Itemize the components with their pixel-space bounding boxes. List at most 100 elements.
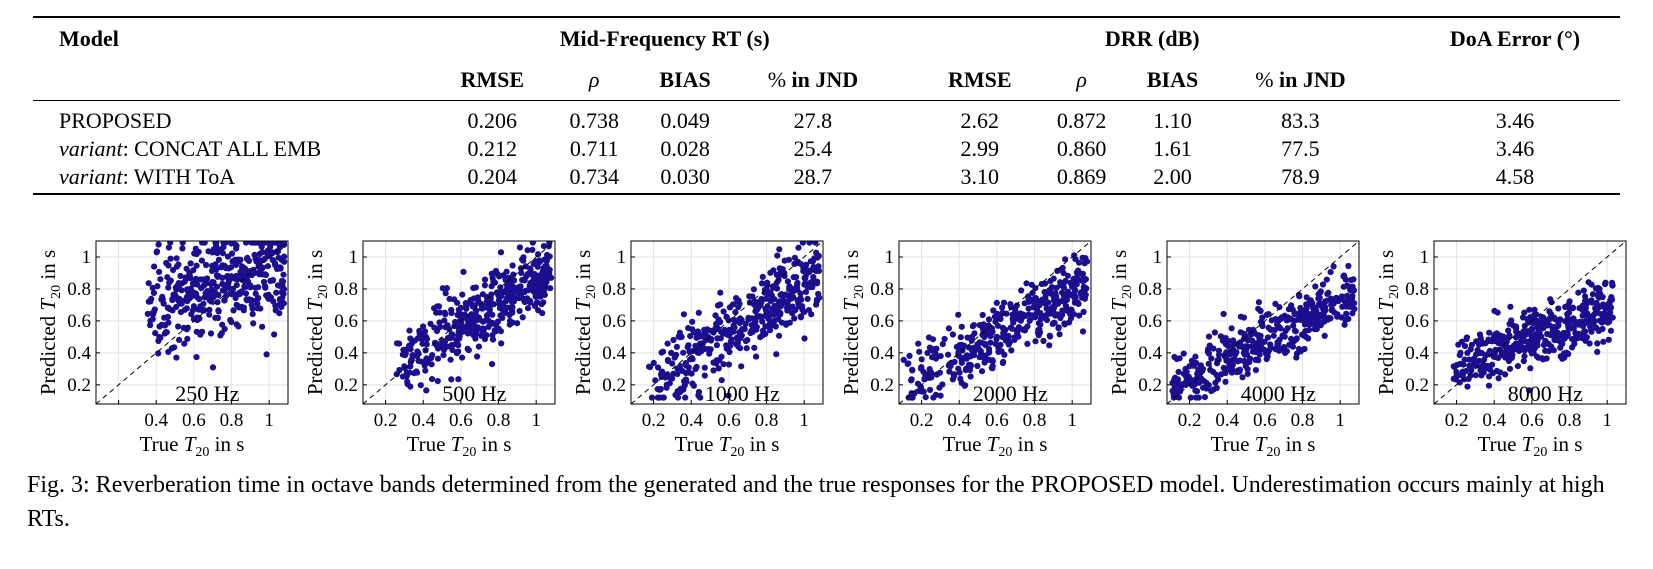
data-point bbox=[541, 276, 548, 283]
data-point bbox=[939, 341, 946, 348]
data-point bbox=[479, 291, 486, 298]
data-point bbox=[1589, 291, 1596, 298]
data-point bbox=[808, 311, 815, 318]
data-point bbox=[1502, 341, 1509, 348]
data-point bbox=[203, 261, 210, 269]
data-point bbox=[479, 318, 487, 325]
data-point bbox=[1004, 336, 1011, 343]
data-point bbox=[206, 291, 213, 298]
data-point bbox=[751, 344, 758, 351]
data-point bbox=[1459, 371, 1466, 378]
y-tick-label: 0.8 bbox=[1138, 279, 1162, 300]
data-point bbox=[497, 249, 505, 256]
data-point bbox=[961, 354, 969, 361]
data-point bbox=[1566, 298, 1573, 305]
data-point bbox=[955, 343, 962, 350]
data-point bbox=[231, 291, 238, 298]
data-point bbox=[1255, 299, 1262, 306]
y-tick-label: 0.4 bbox=[67, 343, 91, 364]
data-point bbox=[193, 262, 200, 269]
scatter-points bbox=[144, 241, 288, 371]
data-point bbox=[1263, 311, 1270, 318]
data-point bbox=[1555, 305, 1562, 312]
data-point bbox=[707, 346, 714, 353]
data-point bbox=[406, 369, 413, 376]
row-model-name: : WITH ToA bbox=[122, 164, 236, 189]
data-point bbox=[1485, 382, 1493, 389]
data-point bbox=[255, 256, 262, 263]
data-point bbox=[945, 351, 952, 358]
data-point bbox=[1054, 267, 1061, 274]
data-point bbox=[1601, 310, 1608, 317]
data-point bbox=[1328, 296, 1335, 303]
plot-title: 4000 Hz bbox=[1241, 381, 1316, 406]
data-point bbox=[192, 245, 199, 252]
data-point bbox=[789, 310, 796, 317]
data-point bbox=[253, 297, 260, 304]
x-axis-label: True T20 in s bbox=[675, 432, 780, 457]
data-point bbox=[1050, 319, 1058, 326]
data-point bbox=[1062, 256, 1069, 263]
data-point bbox=[1230, 356, 1237, 363]
data-point bbox=[243, 276, 250, 283]
data-point bbox=[210, 279, 217, 286]
identity-diagonal-line bbox=[363, 241, 555, 404]
data-point bbox=[481, 282, 488, 289]
identity-diagonal-line bbox=[1434, 241, 1626, 404]
data-point bbox=[1038, 280, 1045, 288]
data-point bbox=[182, 274, 189, 281]
data-point bbox=[1226, 348, 1233, 355]
data-point bbox=[1600, 304, 1607, 311]
data-point bbox=[269, 277, 277, 284]
data-point bbox=[1544, 322, 1551, 329]
data-point bbox=[1296, 309, 1303, 316]
data-point bbox=[778, 291, 785, 298]
data-point bbox=[685, 342, 692, 349]
y-tick-label: 0.6 bbox=[602, 311, 626, 332]
table-header-sub-row: RMSE ρ BIAS % in JND RMSE ρ BIAS % in JN… bbox=[33, 60, 1620, 101]
data-point bbox=[799, 303, 806, 310]
cell-gap bbox=[1382, 135, 1410, 163]
data-point bbox=[448, 376, 455, 383]
data-point bbox=[1593, 324, 1600, 331]
data-point bbox=[414, 348, 421, 355]
data-point bbox=[184, 335, 191, 342]
data-point bbox=[816, 294, 823, 301]
data-point bbox=[504, 296, 511, 303]
data-point bbox=[1059, 307, 1066, 314]
cell-drr-rho: 0.860 bbox=[1056, 136, 1107, 161]
data-point bbox=[1522, 331, 1529, 338]
data-point bbox=[396, 340, 403, 347]
data-point bbox=[149, 284, 156, 291]
data-point bbox=[473, 317, 480, 324]
data-point bbox=[1335, 297, 1342, 304]
data-point bbox=[536, 272, 543, 279]
data-point bbox=[990, 307, 997, 314]
data-point bbox=[1566, 304, 1573, 311]
data-point bbox=[1348, 277, 1355, 284]
data-point bbox=[460, 268, 467, 275]
data-point bbox=[687, 333, 694, 340]
data-point bbox=[1345, 283, 1353, 290]
data-point bbox=[980, 321, 987, 328]
data-point bbox=[1526, 306, 1533, 313]
data-point bbox=[516, 244, 524, 251]
data-point bbox=[459, 354, 466, 361]
data-point bbox=[937, 392, 944, 399]
data-point bbox=[457, 317, 464, 324]
data-point bbox=[1521, 309, 1528, 316]
data-point bbox=[187, 290, 194, 297]
data-point bbox=[1222, 378, 1229, 385]
data-point bbox=[259, 323, 266, 330]
data-point bbox=[813, 249, 820, 256]
data-point bbox=[453, 322, 460, 330]
data-point bbox=[989, 362, 996, 369]
data-point bbox=[1343, 299, 1350, 306]
data-point bbox=[402, 352, 409, 359]
data-point bbox=[1461, 343, 1469, 350]
data-point bbox=[682, 376, 690, 383]
data-point bbox=[244, 255, 251, 263]
data-point bbox=[1506, 365, 1514, 372]
data-point bbox=[1350, 287, 1358, 294]
data-point bbox=[970, 322, 978, 329]
